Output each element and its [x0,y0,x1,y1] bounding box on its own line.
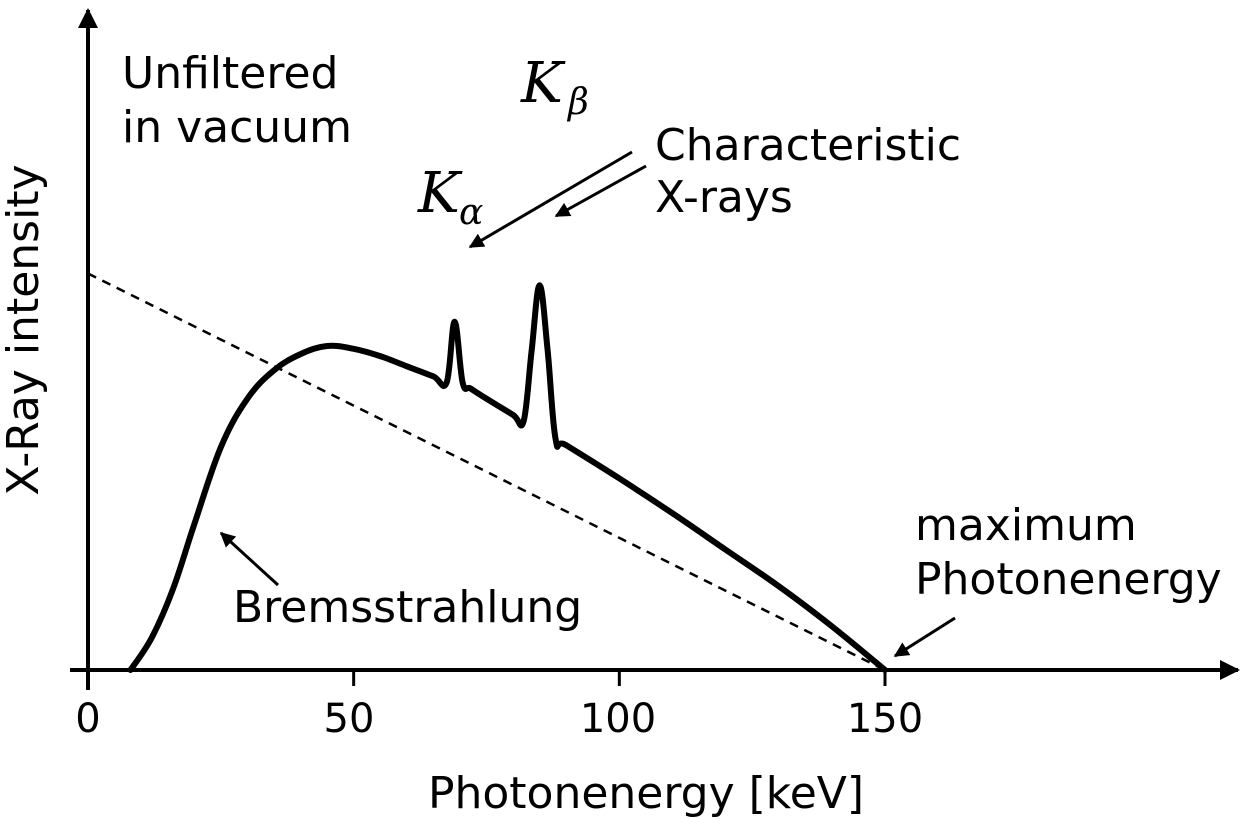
x-axis-title: Photonenergy [keV] [428,768,864,819]
x-tick-label-150: 150 [847,696,923,742]
characteristic-label-line1: Characteristic [655,120,961,171]
max-photonenergy-arrow [893,616,956,658]
k-alpha-label-main: K [417,161,463,226]
x-tick-label-0: 0 [75,696,100,742]
max-photonenergy-label-line1: maximum [915,500,1137,551]
k-alpha-label-sub: α [459,192,483,233]
characteristic-arrow-to-k-beta [554,164,647,218]
k-beta-label-main: K [520,51,566,116]
characteristic-label-line2: X-rays [655,172,793,223]
filtered-spectrum-line [127,282,888,673]
k-beta-label-sub: β [566,82,589,123]
characteristic-arrow-to-k-alpha [468,150,633,249]
unfiltered-label-line2: in vacuum [122,102,352,153]
unfiltered-dashed-line [87,272,886,672]
bremsstrahlung-label: Bremsstrahlung [233,582,582,633]
x-tick-label-100: 100 [580,696,656,742]
y-axis-title: X-Ray intensity [0,164,49,495]
max-photonenergy-label-line2: Photonenergy [915,554,1222,605]
unfiltered-label-line1: Unfiltered [122,48,338,99]
bremsstrahlung-arrow [219,531,280,587]
x-tick-label-50: 50 [324,696,375,742]
